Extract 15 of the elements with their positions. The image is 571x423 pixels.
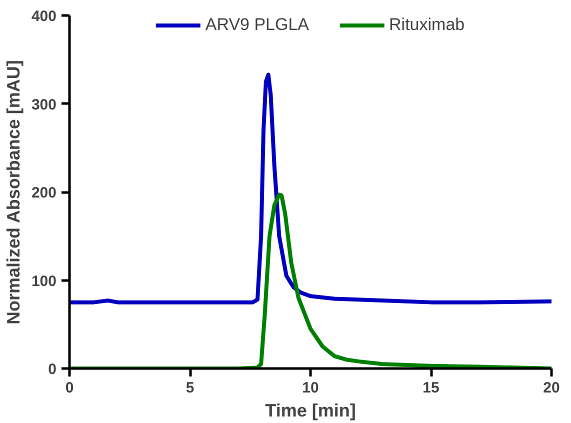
x-tick-label: 5 (186, 380, 194, 396)
y-tick-label: 400 (31, 8, 57, 25)
x-tick-label: 15 (422, 380, 440, 396)
legend-label: ARV9 PLGLA (205, 15, 310, 35)
legend-label: Rituximab (389, 15, 465, 35)
y-tick-label: 200 (31, 184, 57, 202)
y-tick-label: 300 (31, 96, 57, 114)
x-tick-label: 20 (543, 380, 560, 396)
x-tick-label: 10 (302, 380, 319, 396)
line-series (70, 72, 552, 304)
y-axis-title: Normalized Absorbance [mAU] (3, 60, 24, 325)
y-tick-label: 100 (31, 272, 57, 290)
x-tick-label: 0 (65, 380, 74, 396)
x-axis-title: Time [min] (265, 400, 356, 420)
y-tick-label: 0 (48, 361, 56, 378)
